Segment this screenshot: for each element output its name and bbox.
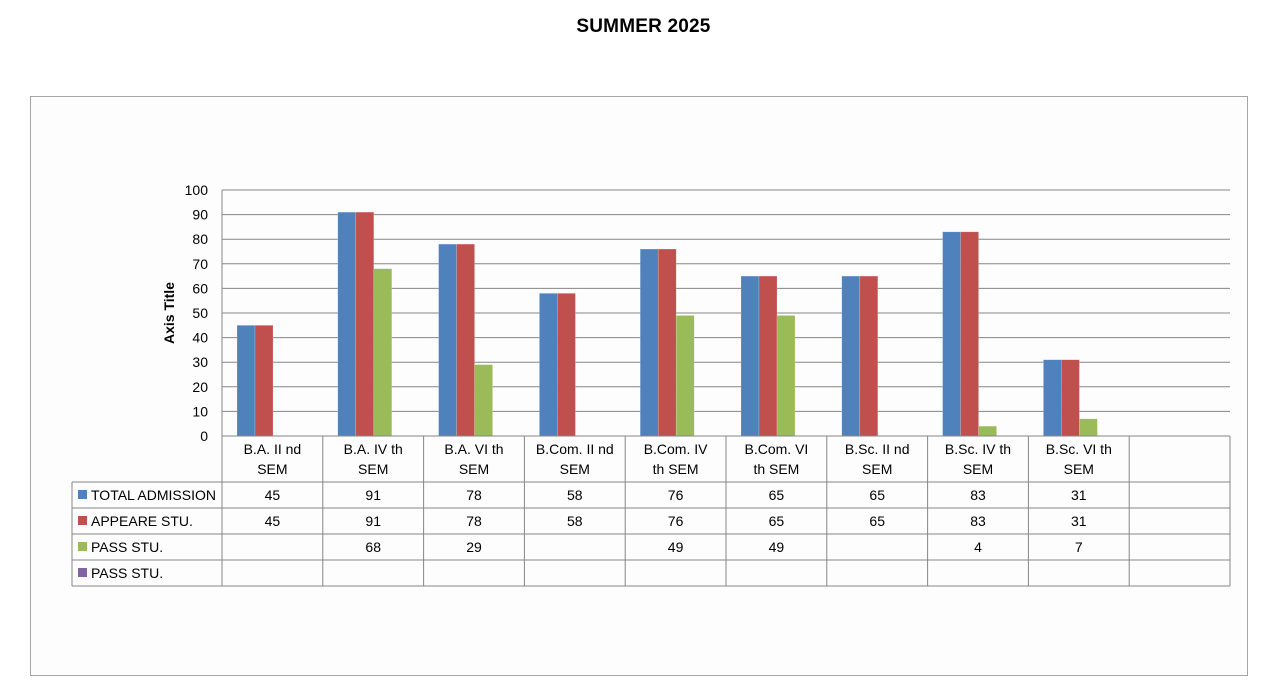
legend-key <box>78 568 87 577</box>
data-label: 29 <box>466 539 482 555</box>
data-label: 31 <box>1071 487 1087 503</box>
y-tick-label: 20 <box>192 379 208 395</box>
x-tick-label: SEM <box>358 461 388 477</box>
x-tick-label: B.Sc. II nd <box>845 441 910 457</box>
y-tick-label: 60 <box>192 280 208 296</box>
page-title: SUMMER 2025 <box>576 16 711 37</box>
y-tick-label: 30 <box>192 354 208 370</box>
data-label: 49 <box>668 539 684 555</box>
bar <box>1079 418 1098 437</box>
bar <box>758 275 778 437</box>
data-label: 76 <box>668 487 684 503</box>
legend-key <box>78 542 87 551</box>
data-label: 45 <box>265 487 281 503</box>
x-tick-label: th SEM <box>753 461 799 477</box>
y-tick-label: 70 <box>192 256 208 272</box>
x-tick-label: B.Com. VI <box>745 441 809 457</box>
data-label: 78 <box>466 487 482 503</box>
data-label: 45 <box>265 513 281 529</box>
bar <box>1043 359 1062 437</box>
x-tick-label: B.Sc. IV th <box>945 441 1011 457</box>
data-label: 91 <box>365 513 381 529</box>
bar <box>373 268 393 437</box>
data-label: 68 <box>365 539 381 555</box>
data-label: 91 <box>365 487 381 503</box>
bar <box>675 315 695 437</box>
data-label: 4 <box>974 539 982 555</box>
data-label: 78 <box>466 513 482 529</box>
bar <box>1061 359 1080 437</box>
x-tick-label: SEM <box>257 461 287 477</box>
bar <box>236 325 256 437</box>
data-label: 58 <box>567 513 583 529</box>
x-tick-label: B.A. II nd <box>244 441 302 457</box>
data-label: 58 <box>567 487 583 503</box>
data-label: 7 <box>1075 539 1083 555</box>
y-tick-label: 40 <box>192 330 208 346</box>
bar <box>960 231 979 437</box>
bar <box>657 248 677 437</box>
bar <box>776 315 796 437</box>
bar <box>859 275 879 437</box>
data-label: 65 <box>869 487 885 503</box>
data-label: 65 <box>769 487 785 503</box>
data-label: 83 <box>970 513 986 529</box>
y-tick-label: 90 <box>192 207 208 223</box>
y-tick-label: 80 <box>192 231 208 247</box>
legend-key <box>78 490 87 499</box>
bar <box>740 275 760 437</box>
y-tick-label: 10 <box>192 403 208 419</box>
bar <box>557 293 576 437</box>
legend-label: PASS STU. <box>91 539 163 555</box>
bar <box>942 231 961 437</box>
x-tick-label: SEM <box>963 461 993 477</box>
x-tick-label: SEM <box>459 461 489 477</box>
legend-label: TOTAL ADMISSION <box>91 487 216 503</box>
bar <box>474 364 493 437</box>
bar <box>841 275 861 437</box>
data-label: 49 <box>769 539 785 555</box>
x-tick-label: SEM <box>1064 461 1094 477</box>
x-tick-label: SEM <box>560 461 590 477</box>
bar <box>254 325 274 437</box>
x-tick-label: B.A. IV th <box>344 441 403 457</box>
bar <box>438 243 457 437</box>
y-tick-label: 100 <box>185 182 209 198</box>
x-tick-label: B.Sc. VI th <box>1046 441 1112 457</box>
x-tick-label: B.Com. IV <box>644 441 708 457</box>
bar <box>355 211 375 437</box>
y-tick-label: 50 <box>192 305 208 321</box>
x-tick-label: B.Com. II nd <box>536 441 614 457</box>
x-tick-label: SEM <box>862 461 892 477</box>
bar <box>539 293 558 437</box>
y-axis-title: Axis Title <box>161 282 177 344</box>
legend-key <box>78 516 87 525</box>
x-tick-label: B.A. VI th <box>444 441 503 457</box>
legend-label: APPEARE STU. <box>91 513 193 529</box>
data-label: 65 <box>869 513 885 529</box>
data-label: 31 <box>1071 513 1087 529</box>
y-tick-label: 0 <box>200 428 208 444</box>
bar <box>639 248 659 437</box>
bar <box>456 243 475 437</box>
x-tick-label: th SEM <box>653 461 699 477</box>
data-label: 83 <box>970 487 986 503</box>
data-label: 65 <box>769 513 785 529</box>
legend-label: PASS STU. <box>91 565 163 581</box>
data-label: 76 <box>668 513 684 529</box>
bar <box>337 211 357 437</box>
bar <box>978 425 997 437</box>
